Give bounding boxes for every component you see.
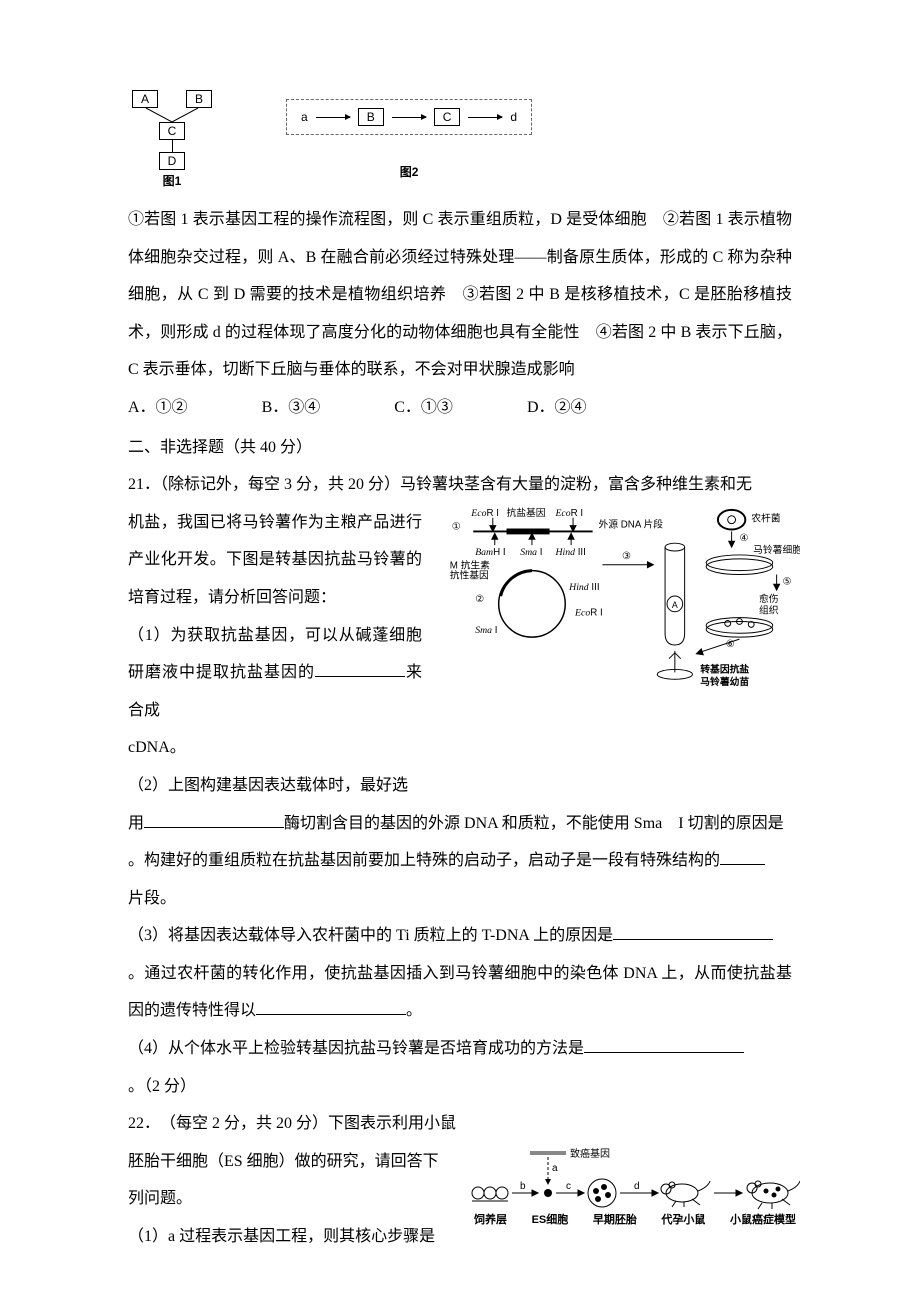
q21-p2b: 用 [128,815,144,832]
q21-p2e: 片段。 [128,890,176,907]
statements-block: ①若图 1 表示基因工程的操作流程图，则 C 表示重组质粒，D 是受体细胞 ②若… [128,201,792,389]
svg-text:A: A [672,600,678,610]
q21-sub2: 用 酶切割含目的基因的外源 DNA 和质粒，不能使用 Sma I 切割的原因是 。… [128,805,792,918]
svg-text:Hind III: Hind III [568,582,599,593]
svg-text:EcoR I: EcoR I [470,508,499,519]
svg-text:d: d [634,1181,640,1192]
q22-lbl-model: 小鼠癌症模型 [730,1211,796,1227]
q22-node-labels: 饲养层 ES细胞 早期胚胎 代孕小鼠 小鼠癌症模型 [470,1211,800,1227]
option-b: B．③④ [262,389,321,427]
d1-merge-lines [128,108,216,122]
q21-p4a: （4）从个体水平上检验转基因抗盐马铃薯是否培育成功的方法是 [128,1040,584,1057]
svg-text:外源 DNA 片段: 外源 DNA 片段 [599,518,664,531]
q21-p3a: （3）将基因表达载体导入农杆菌中的 Ti 质粒上的 T-DNA 上的原因是 [128,927,613,944]
blank-field[interactable] [315,660,405,677]
section-2-heading: 二、非选择题（共 40 分） [128,429,792,467]
d1-vline [172,140,173,152]
blank-field[interactable] [144,811,284,828]
diagrams-row: A B C D 图1 a B C d 图2 [128,90,792,189]
q21-stem-lead: 21．（除标记外，每空 3 分，共 20 分）马铃薯块茎含有大量的淀粉，富含多种… [128,466,792,504]
answer-options: A．①② B．③④ C．①③ D．②④ [128,389,792,427]
q22-figure: 致癌基因 a b c d [470,1137,800,1227]
svg-text:①: ① [452,522,461,533]
diagram-2: a B C d 图2 [286,99,532,180]
d1-node-c: C [159,122,186,140]
svg-text:⑥: ⑥ [726,639,735,650]
option-c: C．①③ [394,389,453,427]
d1-node-a: A [132,90,158,108]
svg-text:Sma I: Sma I [520,547,542,558]
q22-lbl-es: ES细胞 [532,1211,569,1227]
q21-p3c: 。 [406,1002,422,1019]
q21-sub3: （3）将基因表达载体导入农杆菌中的 Ti 质粒上的 T-DNA 上的原因是 。通… [128,917,792,1030]
d2-node-c: C [434,108,461,126]
arrow-icon [316,117,350,118]
q21-p1c: cDNA。 [128,729,792,767]
svg-text:组织: 组织 [759,604,779,617]
question-21: EcoR I 抗盐基因 EcoR I 外源 DNA 片段 BamH I Sma … [128,466,792,1105]
svg-text:抗性基因: 抗性基因 [450,569,489,582]
svg-text:马铃薯细胞: 马铃薯细胞 [753,543,800,556]
svg-text:农杆菌: 农杆菌 [751,512,781,525]
d2-node-a: a [301,110,308,124]
svg-text:Sma I: Sma I [475,625,497,636]
blank-field[interactable] [720,848,765,865]
blank-field[interactable] [584,1036,744,1053]
svg-text:抗盐基因: 抗盐基因 [507,506,546,519]
svg-text:⑤: ⑤ [783,576,792,587]
d1-node-b: B [186,90,212,108]
arrow-icon [392,117,426,118]
d1-node-d: D [159,152,186,170]
d2-caption: 图2 [400,163,419,180]
q21-p2d: 。构建好的重组质粒在抗盐基因前要加上特殊的启动子，启动子是一段有特殊结构的 [128,852,720,869]
option-d: D．②④ [527,389,587,427]
d2-node-d: d [510,110,517,124]
svg-text:b: b [520,1181,526,1192]
svg-text:②: ② [475,594,484,605]
q21-p3b: 。通过农杆菌的转化作用，使抗盐基因插入到马铃薯细胞中的染色体 DNA 上，从而使… [128,965,792,1020]
q22-lbl-embryo: 早期胚胎 [593,1211,637,1227]
q21-p2a: （2）上图构建基因表达载体时，最好选 [128,767,792,805]
svg-text:愈伤: 愈伤 [759,592,779,605]
svg-text:致癌基因: 致癌基因 [570,1147,610,1160]
arrow-icon [468,117,502,118]
svg-text:a: a [552,1163,558,1174]
diagram-1: A B C D 图1 [128,90,216,189]
svg-text:EcoR I: EcoR I [554,508,583,519]
svg-text:BamH I: BamH I [475,547,505,558]
svg-text:Hind III: Hind III [554,547,585,558]
option-a: A．①② [128,389,188,427]
question-22: 致癌基因 a b c d [128,1105,792,1255]
blank-field[interactable] [613,923,773,940]
svg-text:③: ③ [622,551,631,562]
q21-p4b: 。（2 分） [128,1078,196,1095]
svg-text:马铃薯幼苗: 马铃薯幼苗 [700,675,749,688]
q22-lbl-surrogate: 代孕小鼠 [661,1211,705,1227]
d2-node-b: B [358,108,384,126]
d1-caption: 图1 [163,172,182,189]
q21-p2c: 酶切割含目的基因的外源 DNA 和质粒，不能使用 Sma I 切割的原因是 [284,815,784,832]
svg-text:EcoR I: EcoR I [574,608,603,619]
svg-text:④: ④ [739,533,748,544]
q21-figure: EcoR I 抗盐基因 EcoR I 外源 DNA 片段 BamH I Sma … [442,504,802,692]
svg-text:c: c [566,1181,571,1192]
q22-lbl-feeder: 饲养层 [474,1211,507,1227]
q21-sub4: （4）从个体水平上检验转基因抗盐马铃薯是否培育成功的方法是 。（2 分） [128,1030,792,1105]
svg-text:转基因抗盐: 转基因抗盐 [700,663,749,676]
blank-field[interactable] [256,999,406,1016]
